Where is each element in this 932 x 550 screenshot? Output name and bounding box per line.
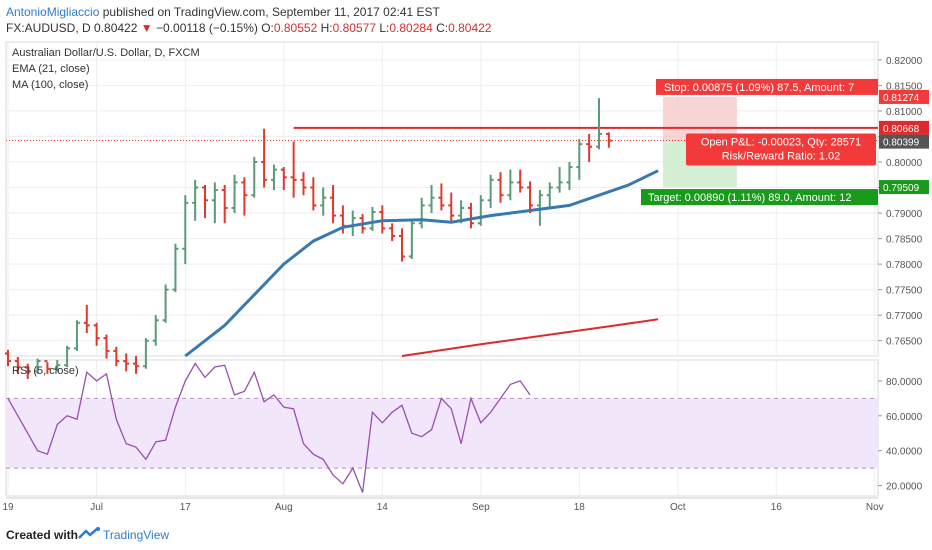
target-label-box [641,189,878,206]
price-tick-label: 0.80000 [886,158,923,169]
price-tick-label: 0.79000 [886,209,923,220]
pnl-box [686,133,876,166]
last-price: 0.80422 [94,21,138,35]
ohlc-close-value: 0.80422 [448,21,492,35]
price-tick-label: 0.78500 [886,235,923,246]
entry-price-tag-bg [879,134,929,149]
author-link[interactable]: AntonioMigliaccio [6,5,100,19]
rsi-band [6,398,878,469]
rsi-tick-label: 80.0000 [886,377,923,388]
stop-price-tag: 0.81274 [883,93,920,104]
target-price-tag: 0.79509 [883,183,920,194]
change-value: −0.00118 (−0.15%) [156,21,258,35]
chart-canvas[interactable]: 0.820000.815000.810000.805000.800000.795… [0,38,932,520]
publish-info: published on TradingView.com, September … [102,5,440,19]
target-label: Target: 0.00890 (1.11%) 89.0, Amount: 12 [648,192,851,204]
time-tick-label: Jul [90,502,103,513]
ohlc-low-value: 0.80284 [389,21,433,35]
ohlc-close-key: C: [436,21,449,35]
rsi-tick-label: 40.0000 [886,447,923,458]
resistance-price-tag: 0.80668 [883,124,920,135]
stop-price-tag-bg [879,89,929,104]
footer: Created with TradingView [0,520,932,550]
ohlc-high-key: H: [320,21,333,35]
ohlc-open-key: O: [261,21,274,35]
down-arrow-icon: ▼ [140,21,153,35]
price-tick-label: 0.76500 [886,337,923,348]
time-tick-label: Sep [472,502,490,513]
rsi-line [7,362,531,493]
pnl-line-1: Open P&L: -0.00023, Qty: 28571 [701,136,861,148]
created-with-label: Created with [6,528,79,542]
time-tick-label: Aug [275,502,293,513]
ma-legend: MA (100, close) [12,79,88,91]
publish-line: AntonioMigliaccio published on TradingVi… [6,5,440,19]
symbol-label: FX:AUDUSD, D [6,21,91,35]
ohlc-high-value: 0.80577 [332,21,376,35]
rsi-title: RSI (5, close) [12,365,79,377]
price-tick-label: 0.77500 [886,286,923,297]
tradingview-brand[interactable]: TradingView [103,528,170,542]
tradingview-logo-icon [78,527,100,539]
price-tick-label: 0.81000 [886,107,923,118]
chart-header: AntonioMigliaccio published on TradingVi… [0,0,932,40]
time-tick-label: Oct [670,502,686,513]
ma-100-line [401,318,659,357]
ohlc-low-key: L: [379,21,390,35]
ohlc-open-value: 0.80552 [273,21,318,35]
symbol-line: FX:AUDUSD, D 0.80422 ▼ −0.00118 (−0.15%)… [6,21,491,35]
time-tick-label: 18 [574,502,586,513]
time-tick-label: Nov [866,502,884,513]
resistance-price-tag-bg [879,120,929,135]
pnl-line-2: Risk/Reward Ratio: 1.02 [722,150,841,162]
time-tick-label: 16 [771,502,783,513]
time-tick-label: 19 [2,502,14,513]
chart-title: Australian Dollar/U.S. Dollar, D, FXCM [12,47,200,59]
time-tick-label: 17 [180,502,192,513]
price-tick-label: 0.81500 [886,81,923,92]
stop-label: Stop: 0.00875 (1.09%) 87.5, Amount: 7 [664,82,854,94]
ema-21-line [184,169,659,358]
rsi-tick-label: 20.0000 [886,482,923,493]
price-tick-label: 0.77000 [886,311,923,322]
price-tick-label: 0.82000 [886,56,923,67]
entry-price-tag: 0.80399 [883,138,920,149]
price-tick-label: 0.78000 [886,260,923,271]
stop-label-box [656,78,878,95]
rsi-tick-label: 60.0000 [886,412,923,423]
target-price-tag-bg [879,180,929,195]
ema-legend: EMA (21, close) [12,63,90,75]
time-tick-label: 14 [377,502,389,513]
